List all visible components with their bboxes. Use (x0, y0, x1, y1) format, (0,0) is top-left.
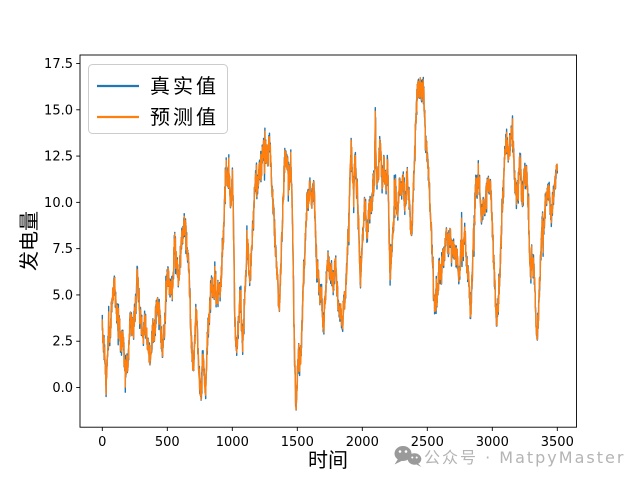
svg-text:1500: 1500 (281, 435, 314, 450)
x-axis-label: 时间 (308, 448, 348, 472)
legend-label-true: 真实值 (150, 74, 219, 98)
y-axis-ticks: 0.0 2.5 5.0 7.5 10.0 12.5 15.0 17.5 (44, 57, 80, 396)
x-axis-ticks: 0 500 1000 1500 2000 2500 3000 3500 (98, 427, 574, 450)
svg-text:3000: 3000 (476, 435, 509, 450)
svg-text:12.5: 12.5 (44, 150, 73, 165)
watermark: 公众号 · MatpyMaster (394, 446, 625, 467)
svg-text:1000: 1000 (216, 435, 249, 450)
svg-text:3500: 3500 (541, 435, 574, 450)
svg-text:2000: 2000 (346, 435, 379, 450)
watermark-text: 公众号 · MatpyMaster (424, 448, 625, 467)
svg-text:0: 0 (98, 435, 106, 450)
svg-text:500: 500 (155, 435, 180, 450)
legend-label-predicted: 预测值 (150, 105, 219, 129)
predicted-value-line (101, 77, 558, 411)
svg-text:10.0: 10.0 (44, 196, 73, 211)
legend: 真实值 预测值 (88, 64, 228, 134)
svg-text:15.0: 15.0 (44, 103, 73, 118)
y-axis-label: 发电量 (17, 211, 41, 271)
svg-text:0.0: 0.0 (52, 381, 73, 396)
svg-text:5.0: 5.0 (52, 288, 73, 303)
svg-text:17.5: 17.5 (44, 57, 73, 72)
svg-text:2500: 2500 (411, 435, 444, 450)
svg-text:2.5: 2.5 (52, 335, 73, 350)
wechat-icon (394, 446, 422, 467)
svg-text:7.5: 7.5 (52, 242, 73, 257)
